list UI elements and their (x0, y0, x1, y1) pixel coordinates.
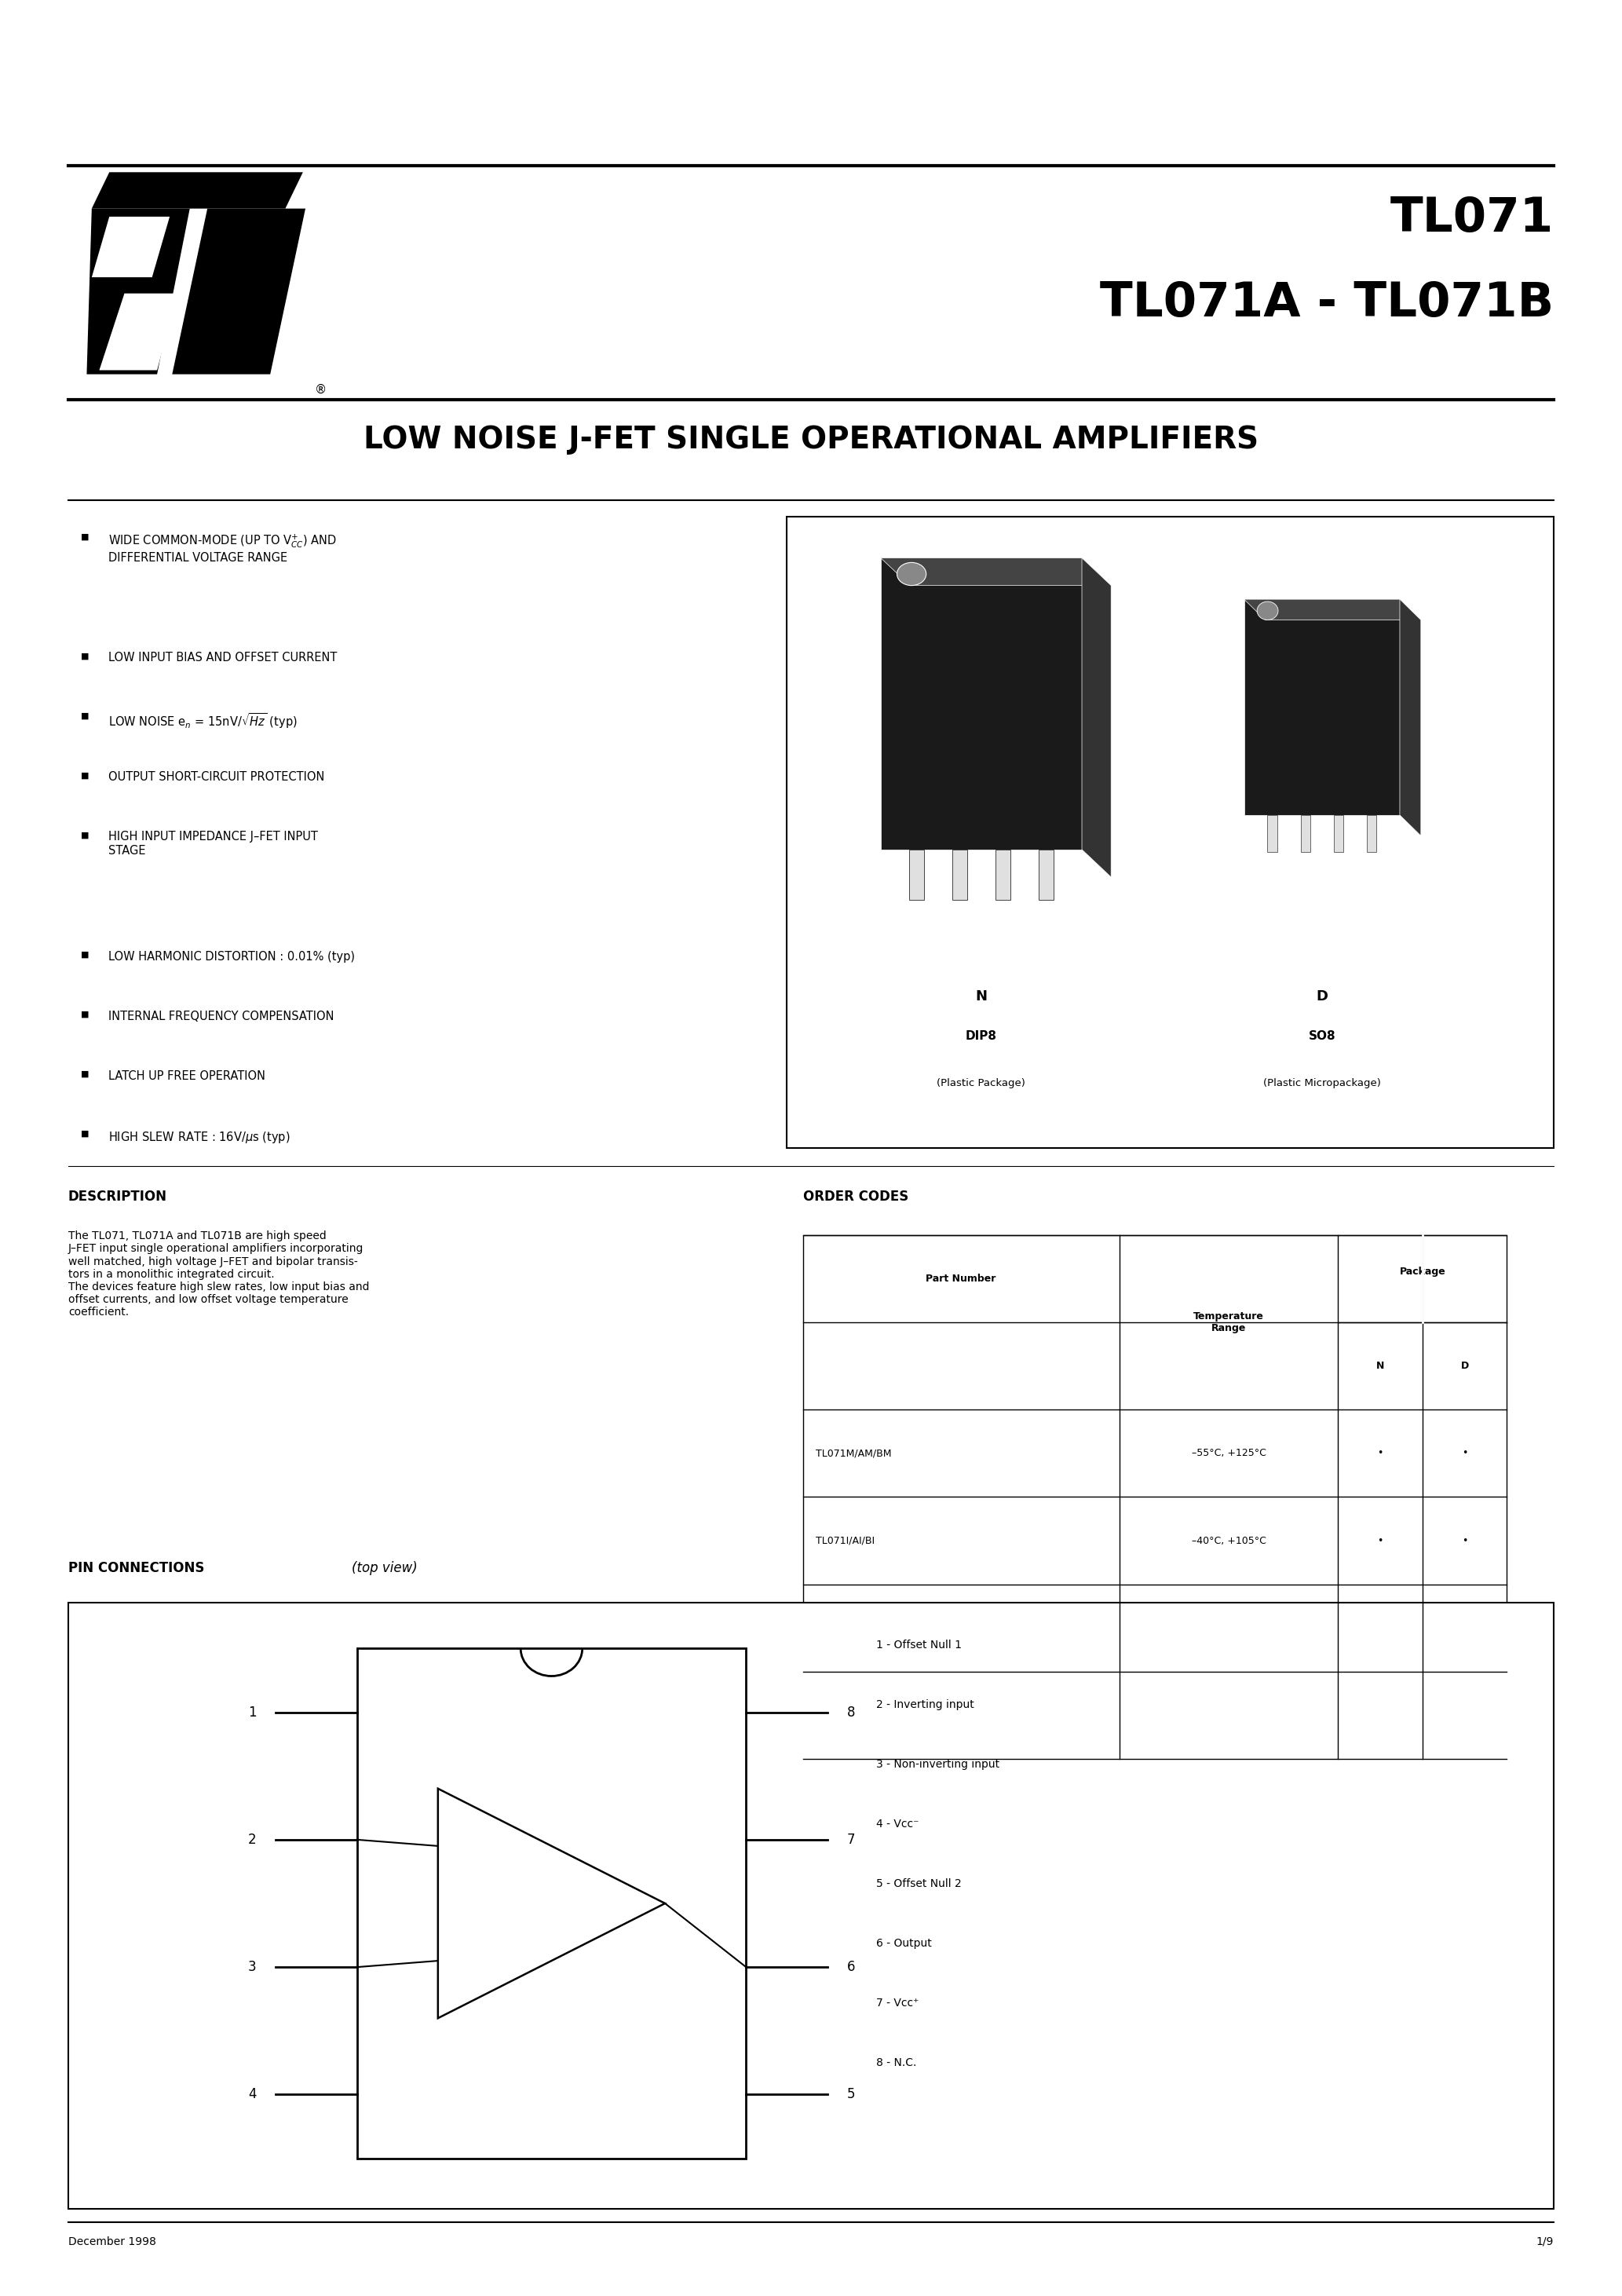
Text: −: − (461, 1839, 474, 1853)
Text: DIP8: DIP8 (965, 1031, 998, 1042)
Text: LATCH UP FREE OPERATION: LATCH UP FREE OPERATION (109, 1070, 266, 1081)
Text: Package: Package (1400, 1267, 1445, 1277)
Text: ■: ■ (81, 1130, 89, 1137)
Text: LOW INPUT BIAS AND OFFSET CURRENT: LOW INPUT BIAS AND OFFSET CURRENT (109, 652, 337, 664)
Text: 1 - Offset Null 1: 1 - Offset Null 1 (876, 1639, 962, 1651)
FancyBboxPatch shape (787, 517, 1554, 1148)
Text: N: N (1375, 1362, 1385, 1371)
Text: –55°C, +125°C: –55°C, +125°C (1192, 1449, 1265, 1458)
Polygon shape (1244, 599, 1400, 815)
FancyBboxPatch shape (803, 1235, 1507, 1759)
Polygon shape (92, 216, 170, 278)
FancyBboxPatch shape (952, 850, 967, 900)
Text: ®: ® (315, 383, 326, 395)
Text: •: • (1377, 1536, 1384, 1545)
Text: (top view): (top view) (352, 1561, 418, 1575)
Polygon shape (1244, 599, 1421, 620)
Text: •: • (1461, 1536, 1468, 1545)
Text: LOW NOISE J-FET SINGLE OPERATIONAL AMPLIFIERS: LOW NOISE J-FET SINGLE OPERATIONAL AMPLI… (363, 425, 1259, 455)
Text: December 1998: December 1998 (68, 2236, 156, 2248)
Text: TL071C/AC/BC: TL071C/AC/BC (816, 1623, 887, 1632)
FancyBboxPatch shape (1038, 850, 1053, 900)
Text: 1: 1 (248, 1706, 256, 1720)
Text: WIDE COMMON-MODE (UP TO V$_{CC}^{+}$) AND
DIFFERENTIAL VOLTAGE RANGE: WIDE COMMON-MODE (UP TO V$_{CC}^{+}$) AN… (109, 533, 337, 563)
Text: 3: 3 (248, 1961, 256, 1975)
FancyBboxPatch shape (1367, 815, 1377, 852)
Text: SO8: SO8 (1309, 1031, 1335, 1042)
Text: ■: ■ (81, 652, 89, 659)
Text: 4 - Vcc⁻: 4 - Vcc⁻ (876, 1818, 918, 1830)
Text: LOW HARMONIC DISTORTION : 0.01% (typ): LOW HARMONIC DISTORTION : 0.01% (typ) (109, 951, 355, 962)
FancyBboxPatch shape (1301, 815, 1311, 852)
Text: TL071: TL071 (1390, 195, 1554, 241)
Text: (Plastic Micropackage): (Plastic Micropackage) (1264, 1079, 1380, 1088)
Text: D: D (1315, 990, 1328, 1003)
Polygon shape (86, 209, 190, 374)
Text: TL071I/AI/BI: TL071I/AI/BI (816, 1536, 874, 1545)
Polygon shape (99, 294, 177, 370)
FancyBboxPatch shape (357, 1649, 746, 2158)
Text: ■: ■ (81, 1070, 89, 1077)
Text: INTERNAL FREQUENCY COMPENSATION: INTERNAL FREQUENCY COMPENSATION (109, 1010, 334, 1022)
Text: 7: 7 (847, 1832, 855, 1846)
Polygon shape (92, 172, 303, 209)
Text: D: D (1461, 1362, 1468, 1371)
Text: 6: 6 (847, 1961, 855, 1975)
Text: N: N (975, 990, 988, 1003)
Text: Part Number: Part Number (926, 1274, 996, 1283)
Text: ■: ■ (81, 1010, 89, 1017)
FancyBboxPatch shape (68, 1603, 1554, 2209)
Text: 4: 4 (248, 2087, 256, 2101)
Text: 8: 8 (847, 1706, 855, 1720)
Text: +: + (461, 1954, 474, 1968)
Text: ORDER CODES: ORDER CODES (803, 1189, 908, 1203)
Text: •: • (1461, 1449, 1468, 1458)
Polygon shape (438, 1789, 665, 2018)
Text: HIGH INPUT IMPEDANCE J–FET INPUT
STAGE: HIGH INPUT IMPEDANCE J–FET INPUT STAGE (109, 831, 318, 856)
Text: TL071A - TL071B: TL071A - TL071B (1100, 280, 1554, 326)
Text: 0°C, +70°C: 0°C, +70°C (1200, 1623, 1257, 1632)
Text: 2: 2 (248, 1832, 256, 1846)
Text: 1/9: 1/9 (1536, 2236, 1554, 2248)
Text: –40°C, +105°C: –40°C, +105°C (1192, 1536, 1265, 1545)
Polygon shape (172, 209, 305, 374)
Polygon shape (881, 558, 1111, 585)
Text: ■: ■ (81, 951, 89, 957)
Text: Temperature
Range: Temperature Range (1194, 1311, 1264, 1334)
Text: 5: 5 (847, 2087, 855, 2101)
FancyBboxPatch shape (910, 850, 925, 900)
Text: OUTPUT SHORT-CIRCUIT PROTECTION: OUTPUT SHORT-CIRCUIT PROTECTION (109, 771, 324, 783)
Polygon shape (881, 558, 1082, 850)
Polygon shape (1082, 558, 1111, 877)
Text: LOW NOISE e$_n$ = 15nV/$\sqrt{Hz}$ (typ): LOW NOISE e$_n$ = 15nV/$\sqrt{Hz}$ (typ) (109, 712, 298, 730)
Ellipse shape (897, 563, 926, 585)
Text: HIGH SLEW RATE : 16V/$\mu$s (typ): HIGH SLEW RATE : 16V/$\mu$s (typ) (109, 1130, 290, 1143)
Text: 5 - Offset Null 2: 5 - Offset Null 2 (876, 1878, 962, 1890)
Text: •: • (1377, 1623, 1384, 1632)
Text: 6 - Output: 6 - Output (876, 1938, 931, 1949)
Ellipse shape (1257, 602, 1278, 620)
Text: The TL071, TL071A and TL071B are high speed
J–FET input single operational ampli: The TL071, TL071A and TL071B are high sp… (68, 1231, 370, 1318)
Text: TL071M/AM/BM: TL071M/AM/BM (816, 1449, 892, 1458)
Text: •: • (1461, 1623, 1468, 1632)
FancyBboxPatch shape (1267, 815, 1277, 852)
Text: ■: ■ (81, 831, 89, 838)
Text: •: • (1377, 1449, 1384, 1458)
Polygon shape (1400, 599, 1421, 836)
Text: 8 - N.C.: 8 - N.C. (876, 2057, 916, 2069)
FancyBboxPatch shape (1333, 815, 1343, 852)
Text: (Plastic Package): (Plastic Package) (938, 1079, 1025, 1088)
Text: ■: ■ (81, 533, 89, 540)
FancyBboxPatch shape (996, 850, 1011, 900)
Text: PIN CONNECTIONS: PIN CONNECTIONS (68, 1561, 204, 1575)
Text: 2 - Inverting input: 2 - Inverting input (876, 1699, 973, 1711)
Text: DESCRIPTION: DESCRIPTION (68, 1189, 167, 1203)
Text: ■: ■ (81, 712, 89, 719)
Text: 7 - Vcc⁺: 7 - Vcc⁺ (876, 1998, 918, 2009)
Text: 3 - Non-inverting input: 3 - Non-inverting input (876, 1759, 999, 1770)
Text: Example : TL071CN: Example : TL071CN (816, 1711, 913, 1720)
Text: ■: ■ (81, 771, 89, 778)
